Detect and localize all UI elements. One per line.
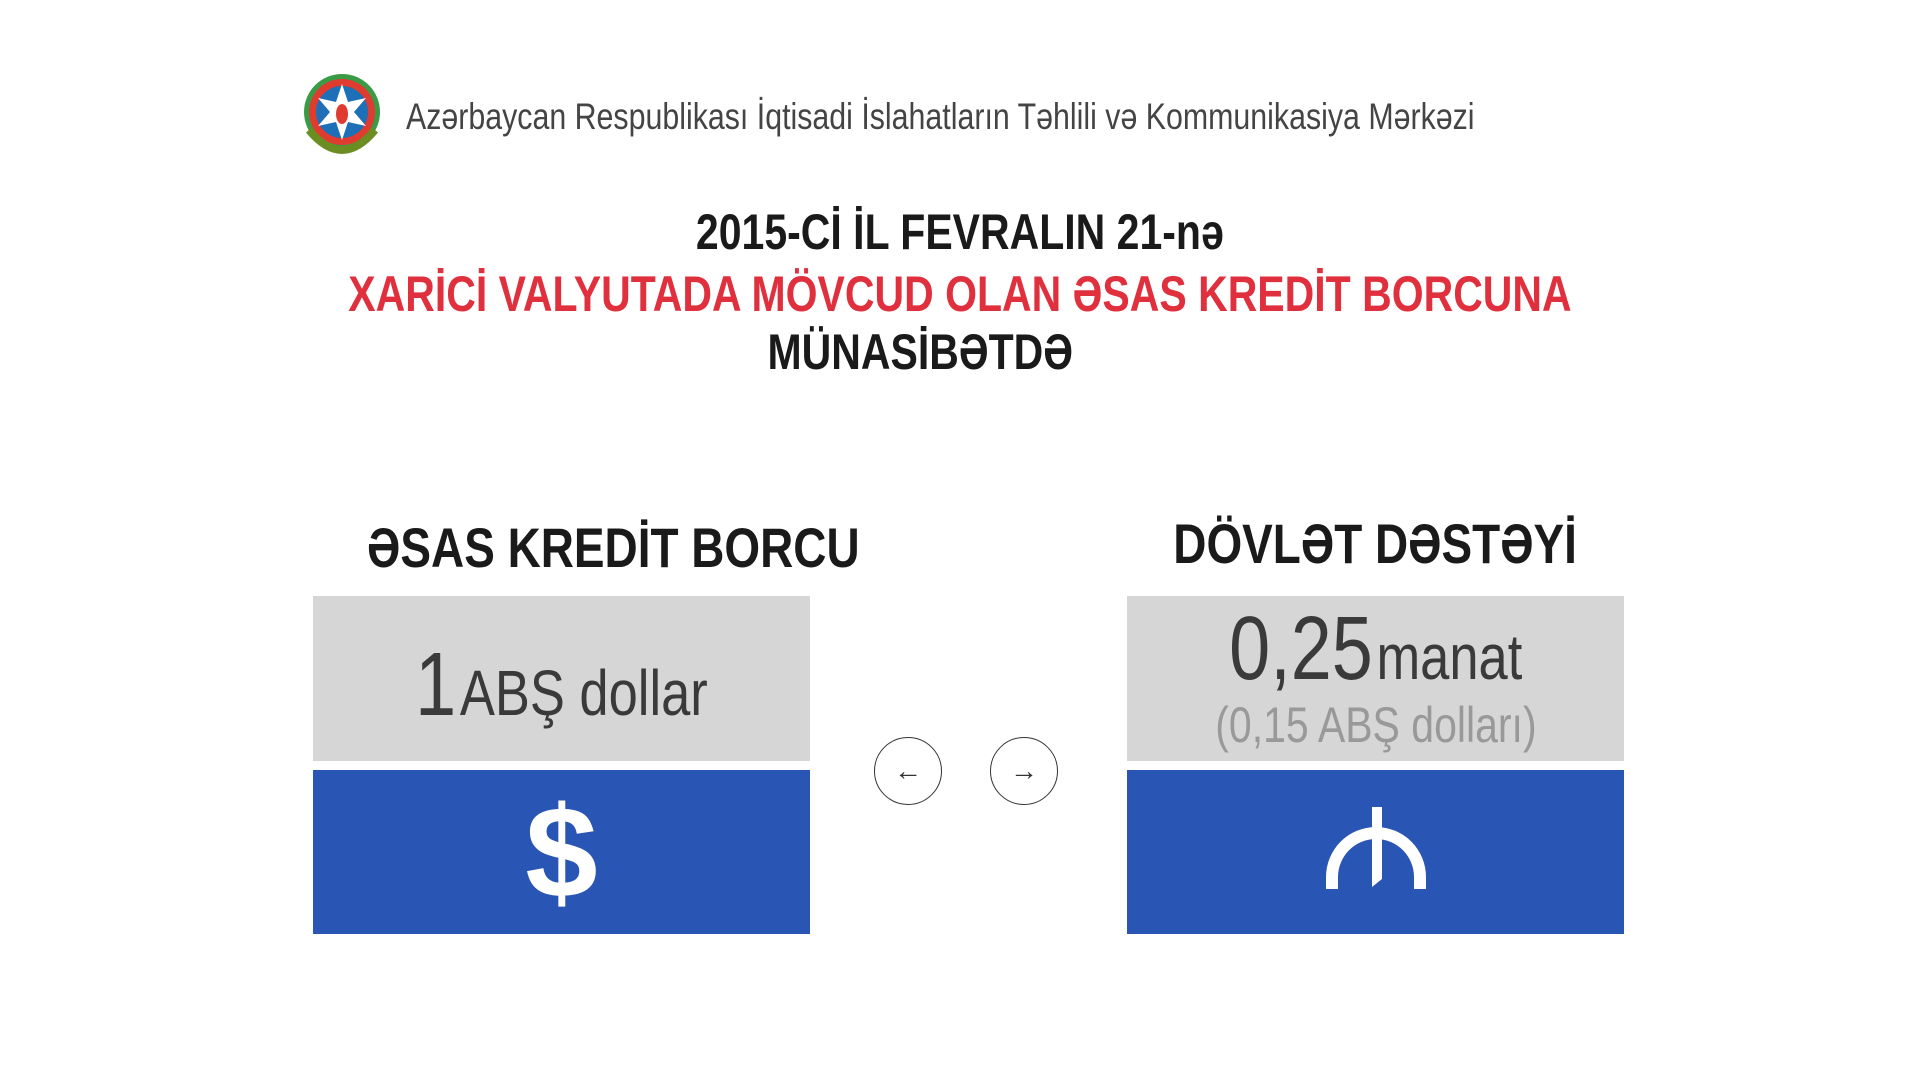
organization-name: Azərbaycan Respublikası İqtisadi İslahat… (406, 96, 1475, 137)
left-heading: ƏSAS KREDİT BORCU (313, 515, 860, 580)
right-amount: 0,25 (1228, 599, 1373, 699)
prev-arrow-button[interactable]: ← (874, 737, 942, 805)
right-heading-text: DÖVLƏT DƏSTƏYİ (1173, 512, 1578, 575)
right-sub-text: (0,15 ABŞ dolları) (1214, 697, 1537, 753)
left-value: 1 ABŞ dollar (313, 634, 810, 737)
next-arrow-button[interactable]: → (990, 737, 1058, 805)
left-unit: ABŞ dollar (459, 657, 708, 729)
manat-icon (1325, 807, 1426, 889)
title-line-1-text: 2015-Cİ İL FEVRALIN 21-nə (696, 204, 1224, 260)
title-line-2: XARİCİ VALYUTADA MÖVCUD OLAN ƏSAS KREDİT… (0, 265, 1920, 323)
left-amount: 1 (415, 635, 457, 735)
left-value-box: 1 ABŞ dollar (313, 596, 810, 761)
arrow-left-icon: ← (894, 755, 922, 786)
right-value-box: 0,25 manat (0,15 ABŞ dolları) (1127, 596, 1624, 761)
right-value: 0,25 manat (1127, 598, 1624, 701)
title-line-3: MÜNASİBƏTDƏ (0, 323, 1880, 381)
title-line-2-text: XARİCİ VALYUTADA MÖVCUD OLAN ƏSAS KREDİT… (348, 266, 1572, 322)
left-heading-text: ƏSAS KREDİT BORCU (367, 516, 860, 579)
right-heading: DÖVLƏT DƏSTƏYİ (1127, 511, 1624, 576)
left-icon-box: $ (313, 770, 810, 934)
title-line-3-text: MÜNASİBƏTDƏ (767, 324, 1073, 380)
title-line-1: 2015-Cİ İL FEVRALIN 21-nə (0, 203, 1920, 261)
right-unit: manat (1376, 621, 1523, 693)
right-sub-value: (0,15 ABŞ dolları) (1127, 696, 1624, 754)
arrow-right-icon: → (1010, 755, 1038, 786)
coat-of-arms-logo (304, 74, 380, 154)
right-icon-box (1127, 770, 1624, 934)
dollar-icon: $ (525, 779, 598, 925)
